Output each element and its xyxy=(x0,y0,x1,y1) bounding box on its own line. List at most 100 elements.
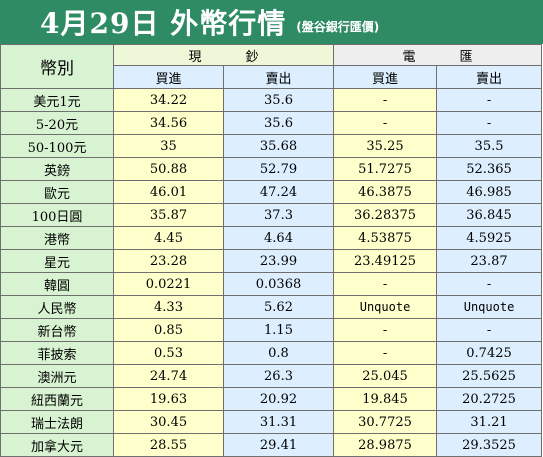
table-row: 加拿大元 28.55 29.41 28.9875 29.3525 xyxy=(0,433,543,457)
wire-buy-cell: 4.53875 xyxy=(333,226,438,250)
page-subtitle: (盤谷銀行匯價) xyxy=(296,19,380,34)
cash-buy-cell: 24.74 xyxy=(113,364,224,388)
currency-name: 50-100元 xyxy=(0,134,114,158)
table-row: 5-20元 34.56 35.6- - xyxy=(0,111,543,135)
wire-buy-cell: 46.3875 xyxy=(333,180,438,204)
cash-sell-header: 賣出 xyxy=(222,65,335,89)
wire-sell-cell: 52.365 xyxy=(436,157,543,181)
cash-sell-cell: 0.0368 xyxy=(222,272,335,296)
cash-buy-cell: 30.45 xyxy=(113,410,224,434)
table-row: 美元1元 34.22 35.6- - xyxy=(0,88,543,112)
table-row: 新台幣 0.85 1.15- - xyxy=(0,318,543,342)
wire-sell-cell: Unquote xyxy=(436,295,543,319)
currency-column-header: 幣別 xyxy=(0,44,114,89)
cash-sell-cell: 23.99 xyxy=(222,249,335,273)
cash-group-header: 現鈔 xyxy=(112,44,335,66)
cash-buy-cell: 35 xyxy=(113,134,224,158)
wire-sell-cell: 36.845 xyxy=(436,203,543,227)
currency-name: 加拿大元 xyxy=(0,433,114,457)
cash-buy-cell: 28.55 xyxy=(113,433,224,457)
cash-sell-cell: 52.79 xyxy=(222,157,335,181)
table-row: 人民幣 4.33 5.62 Unquote Unquote xyxy=(0,295,543,319)
wire-sell-header: 賣出 xyxy=(436,65,543,89)
wire-buy-cell: 51.7275 xyxy=(333,157,438,181)
currency-name: 新台幣 xyxy=(0,318,114,342)
wire-buy-cell: - xyxy=(333,88,438,112)
wire-sell-cell: - xyxy=(436,88,543,112)
cash-buy-cell: 0.85 xyxy=(113,318,224,342)
table-row: 50-100元 35 35.68 35.25 35.5 xyxy=(0,134,543,158)
wire-buy-cell: 30.7725 xyxy=(333,410,438,434)
wire-buy-cell: 35.25 xyxy=(333,134,438,158)
currency-name: 100日圓 xyxy=(0,203,114,227)
wire-buy-cell: - xyxy=(333,318,438,342)
wire-buy-cell: 28.9875 xyxy=(333,433,438,457)
table-row: 100日圓 35.87 37.3 36.28375 36.845 xyxy=(0,203,543,227)
table-row: 歐元 46.01 47.24 46.3875 46.985 xyxy=(0,180,543,204)
wire-sell-cell: - xyxy=(436,272,543,296)
wire-buy-cell: 23.49125 xyxy=(333,249,438,273)
wire-buy-cell: - xyxy=(333,272,438,296)
table-row: 港幣 4.45 4.64 4.53875 4.5925 xyxy=(0,226,543,250)
wire-transfer-group-header: 電匯 xyxy=(333,44,543,66)
rate-rows: 美元1元 34.22 35.6- -5-20元 34.56 35.6- -50-100元 35… xyxy=(0,88,543,457)
cash-buy-cell: 34.22 xyxy=(113,88,224,112)
cash-buy-header: 買進 xyxy=(113,65,224,89)
currency-name: 港幣 xyxy=(0,226,114,250)
wire-buy-cell: 19.845 xyxy=(333,387,438,411)
wire-buy-cell: - xyxy=(333,111,438,135)
cash-sell-cell: 20.92 xyxy=(222,387,335,411)
cash-buy-cell: 0.53 xyxy=(113,341,224,365)
exchange-rate-table: 幣別 現鈔 電匯 買進 賣出 買進 賣出 美元1元 34.22 35.6- -5-20… xyxy=(0,44,543,457)
table-row: 星元 23.28 23.99 23.49125 23.87 xyxy=(0,249,543,273)
currency-name: 歐元 xyxy=(0,180,114,204)
currency-name: 人民幣 xyxy=(0,295,114,319)
wire-sell-cell: - xyxy=(436,318,543,342)
table-row: 澳洲元 24.74 26.3 25.045 25.5625 xyxy=(0,364,543,388)
table-row: 瑞士法朗 30.45 31.31 30.7725 31.21 xyxy=(0,410,543,434)
cash-sell-cell: 1.15 xyxy=(222,318,335,342)
wire-buy-cell: 25.045 xyxy=(333,364,438,388)
wire-sell-cell: - xyxy=(436,111,543,135)
cash-sell-cell: 35.6 xyxy=(222,88,335,112)
currency-name: 英鎊 xyxy=(0,157,114,181)
page-title: 4月29日 外幣行情 xyxy=(40,7,287,40)
currency-name: 瑞士法朗 xyxy=(0,410,114,434)
cash-buy-cell: 19.63 xyxy=(113,387,224,411)
currency-name: 菲披索 xyxy=(0,341,114,365)
wire-sell-cell: 0.7425 xyxy=(436,341,543,365)
wire-sell-cell: 4.5925 xyxy=(436,226,543,250)
cash-buy-cell: 50.88 xyxy=(113,157,224,181)
cash-sell-cell: 29.41 xyxy=(222,433,335,457)
wire-buy-header: 買進 xyxy=(333,65,438,89)
currency-name: 5-20元 xyxy=(0,111,114,135)
cash-sell-cell: 26.3 xyxy=(222,364,335,388)
cash-sell-cell: 4.64 xyxy=(222,226,335,250)
wire-buy-cell: Unquote xyxy=(333,295,438,319)
cash-sell-cell: 37.3 xyxy=(222,203,335,227)
title-bar: 4月29日 外幣行情 (盤谷銀行匯價) xyxy=(0,0,543,44)
cash-buy-cell: 4.33 xyxy=(113,295,224,319)
cash-buy-cell: 35.87 xyxy=(113,203,224,227)
currency-name: 美元1元 xyxy=(0,88,114,112)
currency-name: 韓圓 xyxy=(0,272,114,296)
wire-buy-cell: - xyxy=(333,341,438,365)
cash-sell-cell: 0.8 xyxy=(222,341,335,365)
cash-sell-cell: 47.24 xyxy=(222,180,335,204)
cash-sell-cell: 35.68 xyxy=(222,134,335,158)
cash-buy-cell: 23.28 xyxy=(113,249,224,273)
wire-sell-cell: 25.5625 xyxy=(436,364,543,388)
cash-buy-cell: 0.0221 xyxy=(113,272,224,296)
wire-sell-cell: 29.3525 xyxy=(436,433,543,457)
table-row: 菲披索 0.53 0.8-0.7425 xyxy=(0,341,543,365)
cash-sell-cell: 5.62 xyxy=(222,295,335,319)
wire-buy-cell: 36.28375 xyxy=(333,203,438,227)
table-row: 韓圓 0.0221 0.0368- - xyxy=(0,272,543,296)
table-row: 英鎊 50.88 52.79 51.7275 52.365 xyxy=(0,157,543,181)
cash-buy-cell: 46.01 xyxy=(113,180,224,204)
currency-name: 紐西蘭元 xyxy=(0,387,114,411)
cash-buy-cell: 4.45 xyxy=(113,226,224,250)
wire-sell-cell: 20.2725 xyxy=(436,387,543,411)
cash-sell-cell: 31.31 xyxy=(222,410,335,434)
